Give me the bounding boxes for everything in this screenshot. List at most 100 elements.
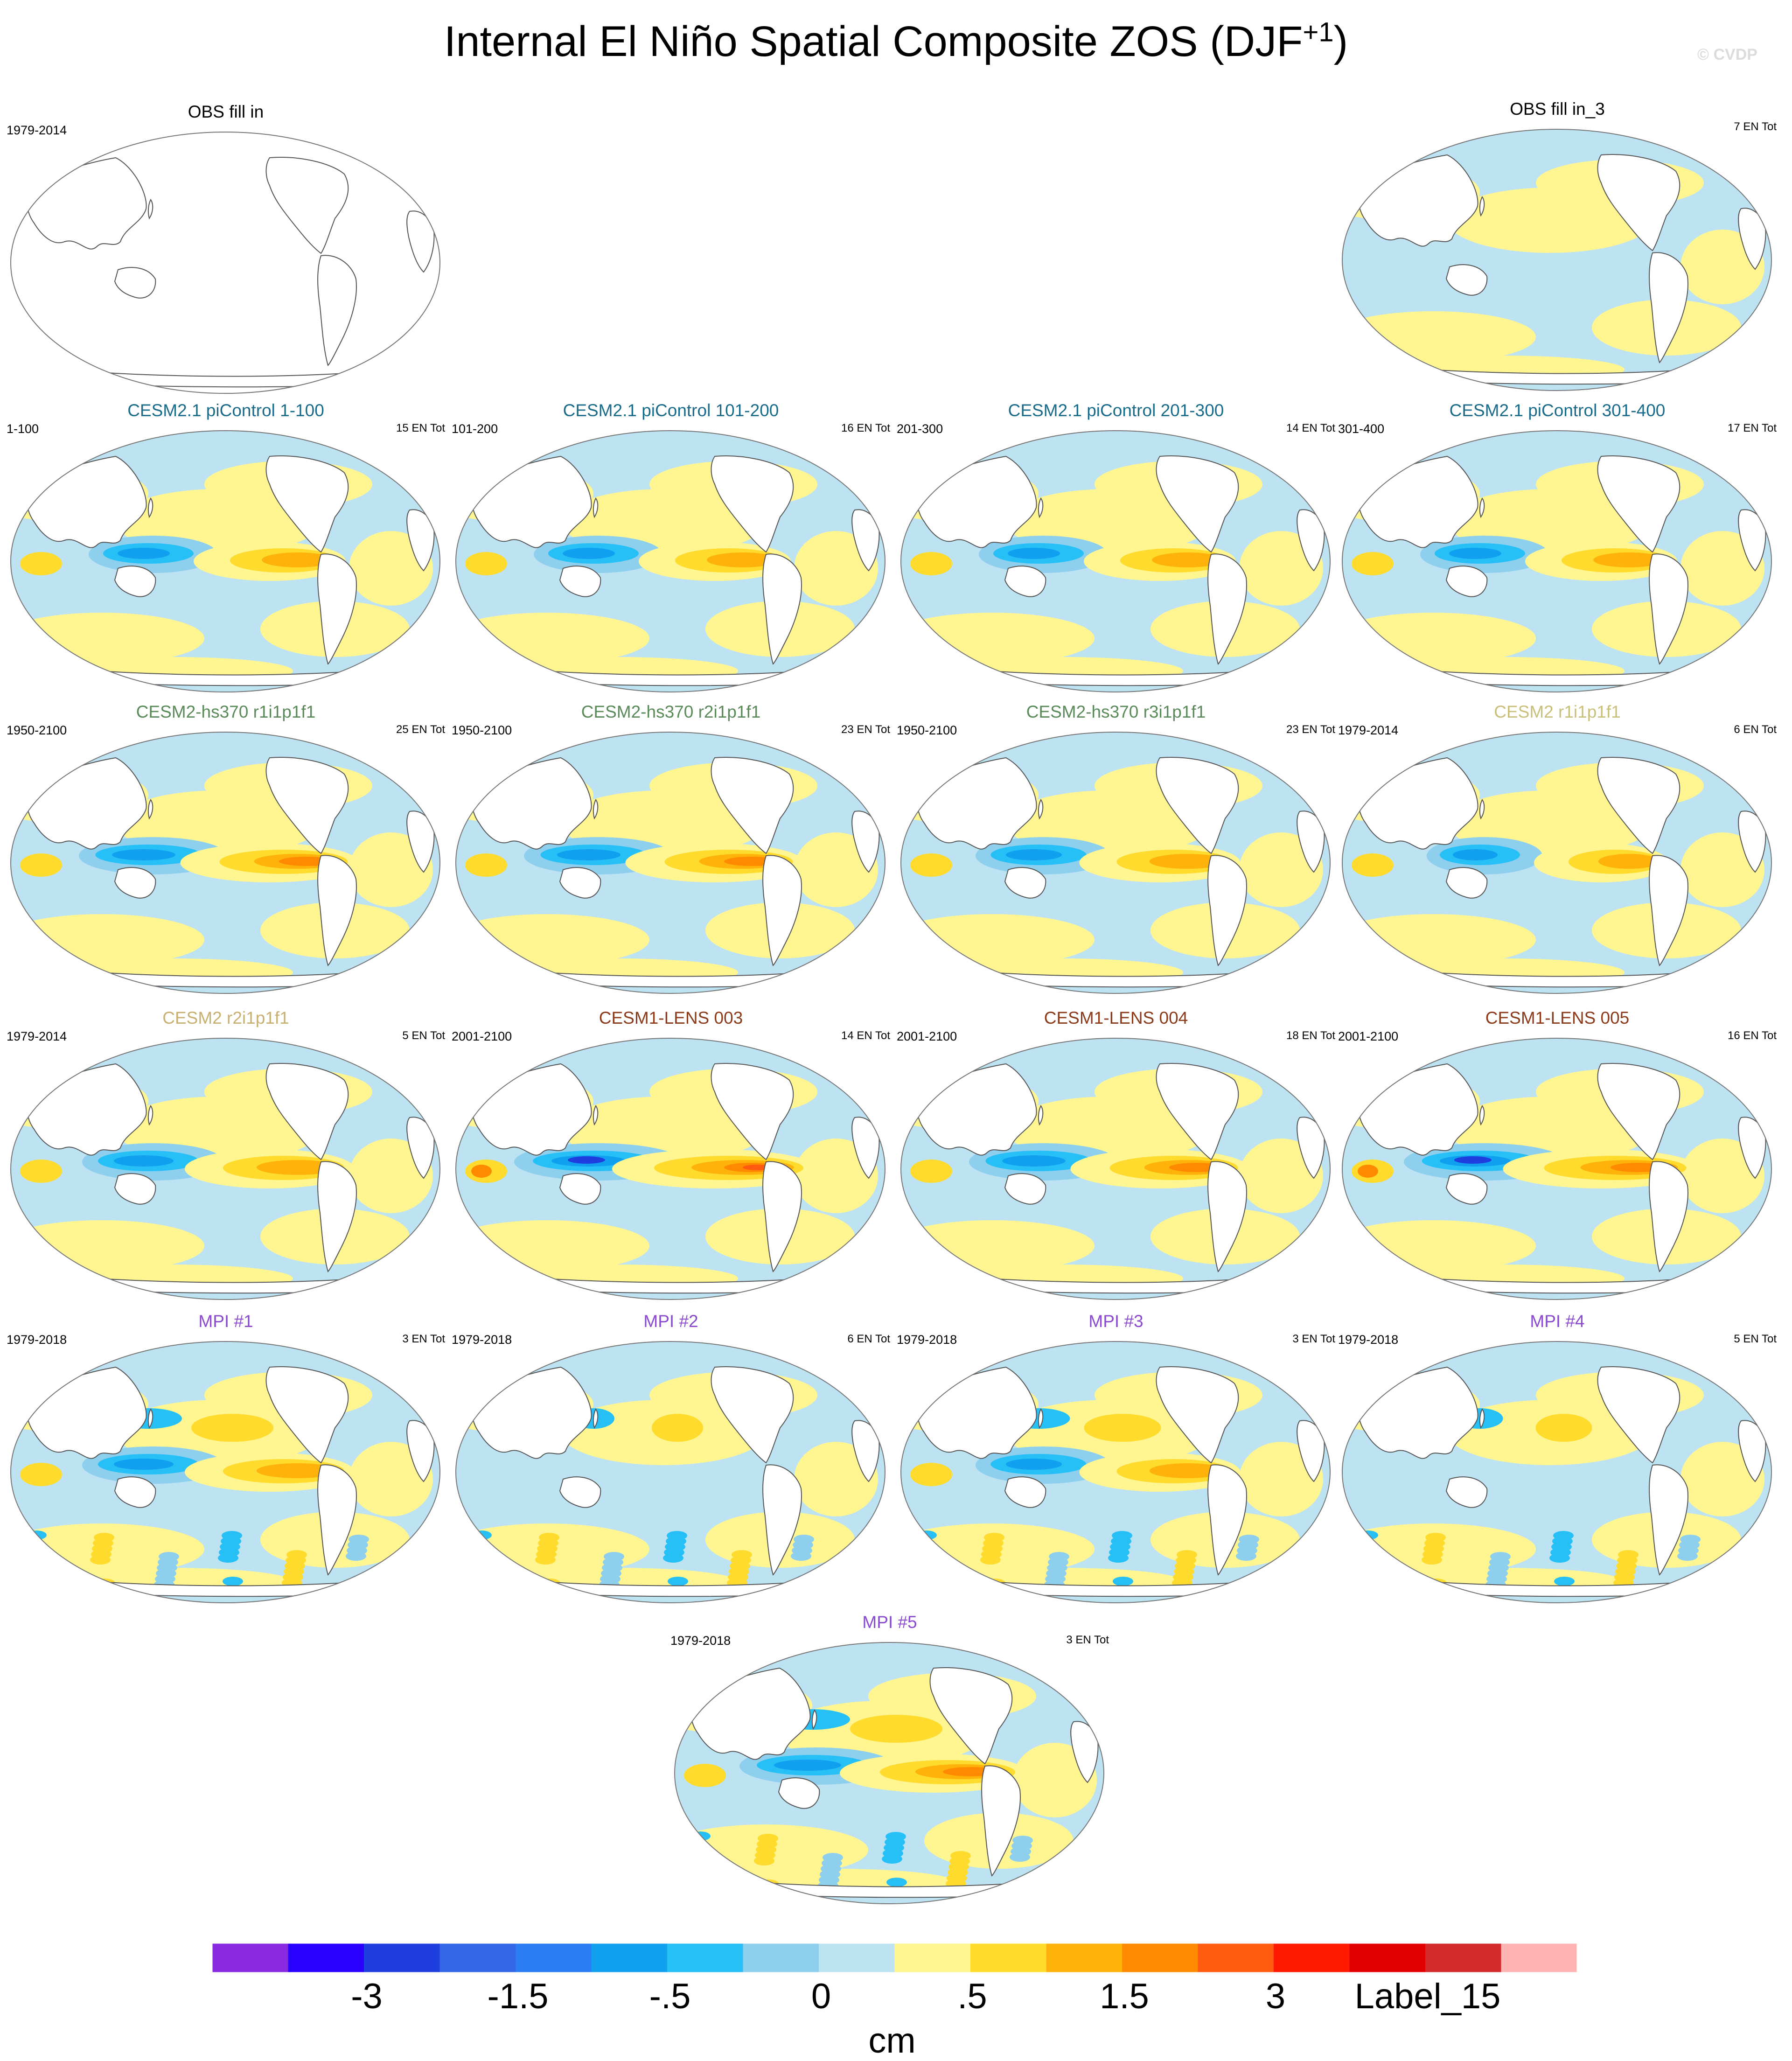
colorbar-swatch [970, 1943, 1046, 1972]
map-panel-hs1: CESM2-hs370 r1i1p1f1 1950-2100 25 EN Tot [7, 702, 445, 1000]
map-border [674, 1642, 1104, 1904]
land-outline [1597, 1366, 1680, 1464]
land-outline [1156, 1366, 1239, 1464]
land-outline [147, 199, 153, 220]
panel-title: CESM2.1 piControl 101-200 [563, 401, 779, 420]
land-outline [1004, 1173, 1046, 1205]
land-outline [1445, 1476, 1488, 1508]
figure-title: Internal El Niño Spatial Composite ZOS (… [0, 16, 1792, 67]
colorbar-swatch [1274, 1943, 1350, 1972]
land-outline [317, 255, 357, 366]
panel-period: 1979-2018 [1338, 1333, 1399, 1347]
map-border [900, 1341, 1331, 1603]
colorbar-swatch [894, 1943, 971, 1972]
map-border [10, 430, 440, 692]
colorbar-swatch [439, 1943, 516, 1972]
panel-period: 2001-2100 [1338, 1029, 1399, 1043]
colorbar-swatch [1425, 1943, 1501, 1972]
panel-title: CESM2.1 piControl 301-400 [1449, 401, 1666, 420]
land-outline [1207, 553, 1247, 665]
panel-en-count: 3 EN Tot [402, 1333, 445, 1345]
land-outline [1156, 1063, 1239, 1160]
global-map [10, 732, 440, 994]
title-end: ) [1333, 18, 1348, 65]
map-panel-c2r1: CESM2 r1i1p1f1 1979-2014 6 EN Tot [1338, 702, 1777, 1000]
colorbar-tick-label: Label_15 [1354, 1977, 1501, 2016]
land-outline [1597, 1063, 1680, 1160]
panel-en-count: 7 EN Tot [1734, 120, 1777, 133]
global-map [10, 132, 440, 394]
colorbar-swatch [288, 1943, 364, 1972]
land-outline [1445, 867, 1488, 899]
map-border [10, 1341, 440, 1603]
panel-period: 101-200 [452, 422, 498, 436]
colorbar-tick-label: .5 [957, 1977, 987, 2016]
map-border [455, 1038, 886, 1300]
land-outline [559, 1476, 601, 1508]
panel-title: CESM2.1 piControl 1-100 [127, 401, 324, 420]
land-outline [559, 1173, 601, 1205]
panel-en-count: 16 EN Tot [1728, 1029, 1777, 1042]
panel-period: 1979-2018 [7, 1333, 67, 1347]
panel-title: CESM2-hs370 r1i1p1f1 [136, 702, 316, 721]
map-panel-hs2: CESM2-hs370 r2i1p1f1 1950-2100 23 EN Tot [452, 702, 890, 1000]
panel-en-count: 5 EN Tot [1734, 1333, 1777, 1345]
land-outline [147, 1408, 153, 1429]
panel-title: MPI #1 [198, 1312, 253, 1331]
land-outline [59, 367, 415, 388]
land-outline [26, 157, 147, 250]
land-outline [762, 553, 802, 665]
panel-period: 1979-2018 [452, 1333, 512, 1347]
land-outline [265, 1063, 349, 1160]
global-map [900, 732, 1331, 994]
map-panel-obs1: OBS fill in 1979-2014 [7, 102, 445, 400]
title-superscript: +1 [1303, 17, 1334, 48]
colorbar-swatch [364, 1943, 440, 1972]
panel-en-count: 18 EN Tot [1286, 1029, 1335, 1042]
map-border [900, 430, 1331, 692]
panel-en-count: 23 EN Tot [1286, 723, 1335, 736]
colorbar [212, 1943, 1577, 1973]
land-outline [147, 497, 153, 518]
colorbar-swatch [212, 1943, 288, 1972]
map-panel-l4: CESM1-LENS 004 2001-2100 18 EN Tot [897, 1008, 1335, 1306]
land-outline [1156, 757, 1239, 854]
land-outline [147, 799, 153, 820]
panel-period: 2001-2100 [452, 1029, 512, 1043]
panel-title: CESM2.1 piControl 201-300 [1008, 401, 1224, 420]
panel-en-count: 17 EN Tot [1728, 422, 1777, 434]
panel-en-count: 16 EN Tot [841, 422, 890, 434]
colorbar-tick-label: -.5 [649, 1977, 691, 2016]
land-outline [1479, 1408, 1485, 1429]
colorbar-tick-label: -3 [351, 1977, 383, 2016]
land-outline [593, 1408, 599, 1429]
land-outline [1479, 799, 1485, 820]
land-outline [1597, 757, 1680, 854]
global-map [674, 1642, 1104, 1904]
land-outline [265, 757, 349, 854]
panel-title: CESM2-hs370 r2i1p1f1 [581, 702, 761, 721]
map-border [1342, 1038, 1772, 1300]
land-outline [1445, 566, 1488, 597]
land-outline [711, 1063, 794, 1160]
global-map [455, 1341, 886, 1603]
land-outline [317, 1464, 357, 1576]
panel-title: MPI #2 [643, 1312, 698, 1331]
panel-en-count: 6 EN Tot [1734, 723, 1777, 736]
map-panel-m1: MPI #1 1979-2018 3 EN Tot [7, 1311, 445, 1610]
land-outline [559, 566, 601, 597]
global-map [10, 430, 440, 692]
land-outline [114, 867, 156, 899]
map-panel-m5: MPI #5 1979-2018 3 EN Tot [670, 1612, 1109, 1911]
land-outline [559, 867, 601, 899]
land-outline [1038, 497, 1044, 518]
land-outline [593, 497, 599, 518]
panel-en-count: 3 EN Tot [1066, 1634, 1109, 1646]
units-label: cm [868, 2021, 916, 2061]
land-outline [1207, 1464, 1247, 1576]
map-border [10, 132, 440, 394]
land-outline [711, 757, 794, 854]
global-map [1342, 129, 1772, 391]
land-outline [114, 566, 156, 597]
map-border [1342, 430, 1772, 692]
